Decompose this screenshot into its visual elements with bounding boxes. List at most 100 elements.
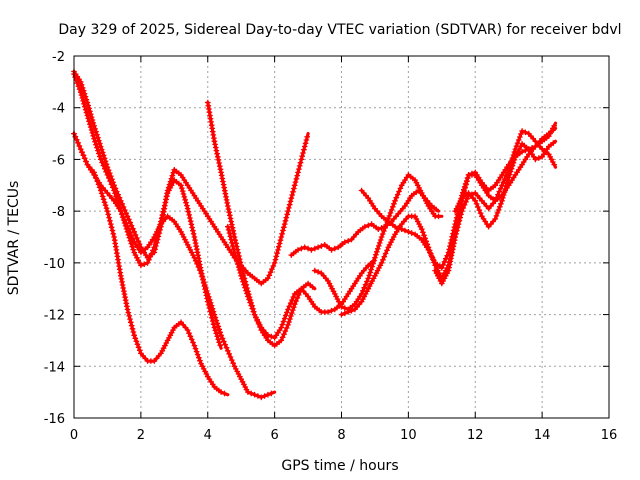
data-point (209, 315, 215, 321)
data-point (211, 324, 218, 331)
data-point (281, 224, 287, 231)
data-point (227, 212, 233, 219)
data-point (241, 281, 247, 288)
data-point (258, 394, 265, 401)
data-point (229, 221, 235, 228)
data-point (225, 203, 231, 209)
chart-title: Day 329 of 2025, Sidereal Day-to-day VTE… (58, 22, 621, 38)
data-point (199, 274, 206, 280)
data-point (216, 339, 222, 346)
data-point (105, 167, 112, 173)
data-point (290, 188, 296, 195)
data-point (115, 191, 121, 198)
data-point (92, 172, 98, 179)
data-point (348, 307, 355, 314)
data-point (276, 240, 283, 247)
data-point (192, 345, 199, 352)
data-point (101, 155, 108, 162)
data-point (501, 189, 508, 195)
data-point (128, 240, 135, 247)
data-point (190, 227, 196, 234)
data-point (95, 147, 101, 154)
data-point (232, 252, 239, 259)
data-point (212, 141, 218, 148)
data-point (289, 192, 295, 198)
data-point (231, 249, 238, 256)
data-point (112, 185, 119, 192)
data-point (373, 251, 379, 258)
data-point (402, 227, 408, 234)
data-point (213, 330, 220, 337)
data-point (127, 316, 133, 322)
data-point (280, 318, 287, 325)
data-point (408, 230, 415, 236)
data-point (214, 320, 221, 327)
data-point (271, 260, 278, 266)
data-point (286, 205, 292, 211)
data-point (80, 98, 86, 104)
data-point (95, 134, 101, 141)
data-point (251, 391, 258, 398)
data-point (298, 156, 305, 163)
data-point (288, 313, 294, 319)
data-point (288, 195, 295, 201)
data-point (190, 339, 196, 346)
data-point (301, 143, 308, 150)
data-point (237, 270, 244, 276)
data-point (300, 150, 306, 156)
data-point (166, 181, 173, 188)
data-point (120, 204, 127, 210)
data-point (202, 289, 209, 296)
data-point (255, 393, 261, 399)
data-point (440, 262, 446, 268)
data-point (473, 201, 480, 207)
data-point (392, 223, 398, 230)
data-point (275, 247, 281, 253)
data-point (86, 118, 92, 125)
data-point (379, 231, 386, 237)
data-point (191, 254, 198, 261)
data-point (265, 332, 271, 339)
data-point (153, 243, 159, 249)
data-point (96, 150, 102, 157)
data-point (152, 246, 158, 253)
data-point (168, 175, 175, 182)
data-point (293, 298, 299, 304)
data-point (283, 214, 290, 221)
data-point (154, 240, 160, 246)
data-point (98, 143, 104, 150)
data-point (156, 230, 163, 236)
data-point (204, 295, 210, 302)
data-point (395, 225, 402, 231)
data-point (125, 309, 132, 316)
data-point (369, 263, 375, 270)
data-point (274, 250, 280, 256)
data-point (121, 220, 128, 226)
data-point (497, 204, 503, 210)
data-point (119, 201, 125, 207)
data-point (293, 176, 300, 182)
data-point (265, 391, 271, 398)
series-line (226, 225, 377, 340)
data-point (378, 260, 385, 266)
data-point (227, 215, 234, 222)
data-point (107, 218, 113, 224)
series-line (289, 188, 441, 257)
data-point (362, 281, 369, 288)
data-point (372, 254, 378, 261)
data-point (390, 204, 396, 210)
data-point (519, 128, 525, 134)
data-point (503, 183, 509, 190)
data-point (151, 249, 158, 256)
data-point (227, 233, 234, 240)
x-tick-label: 10 (400, 428, 417, 443)
data-point (84, 112, 91, 119)
data-point (294, 295, 301, 301)
data-point (118, 198, 124, 204)
data-point (292, 179, 299, 185)
data-point (236, 267, 243, 273)
y-tick-label: -2 (52, 50, 65, 65)
data-point (215, 157, 222, 163)
data-point (286, 303, 293, 310)
data-point (225, 348, 231, 354)
